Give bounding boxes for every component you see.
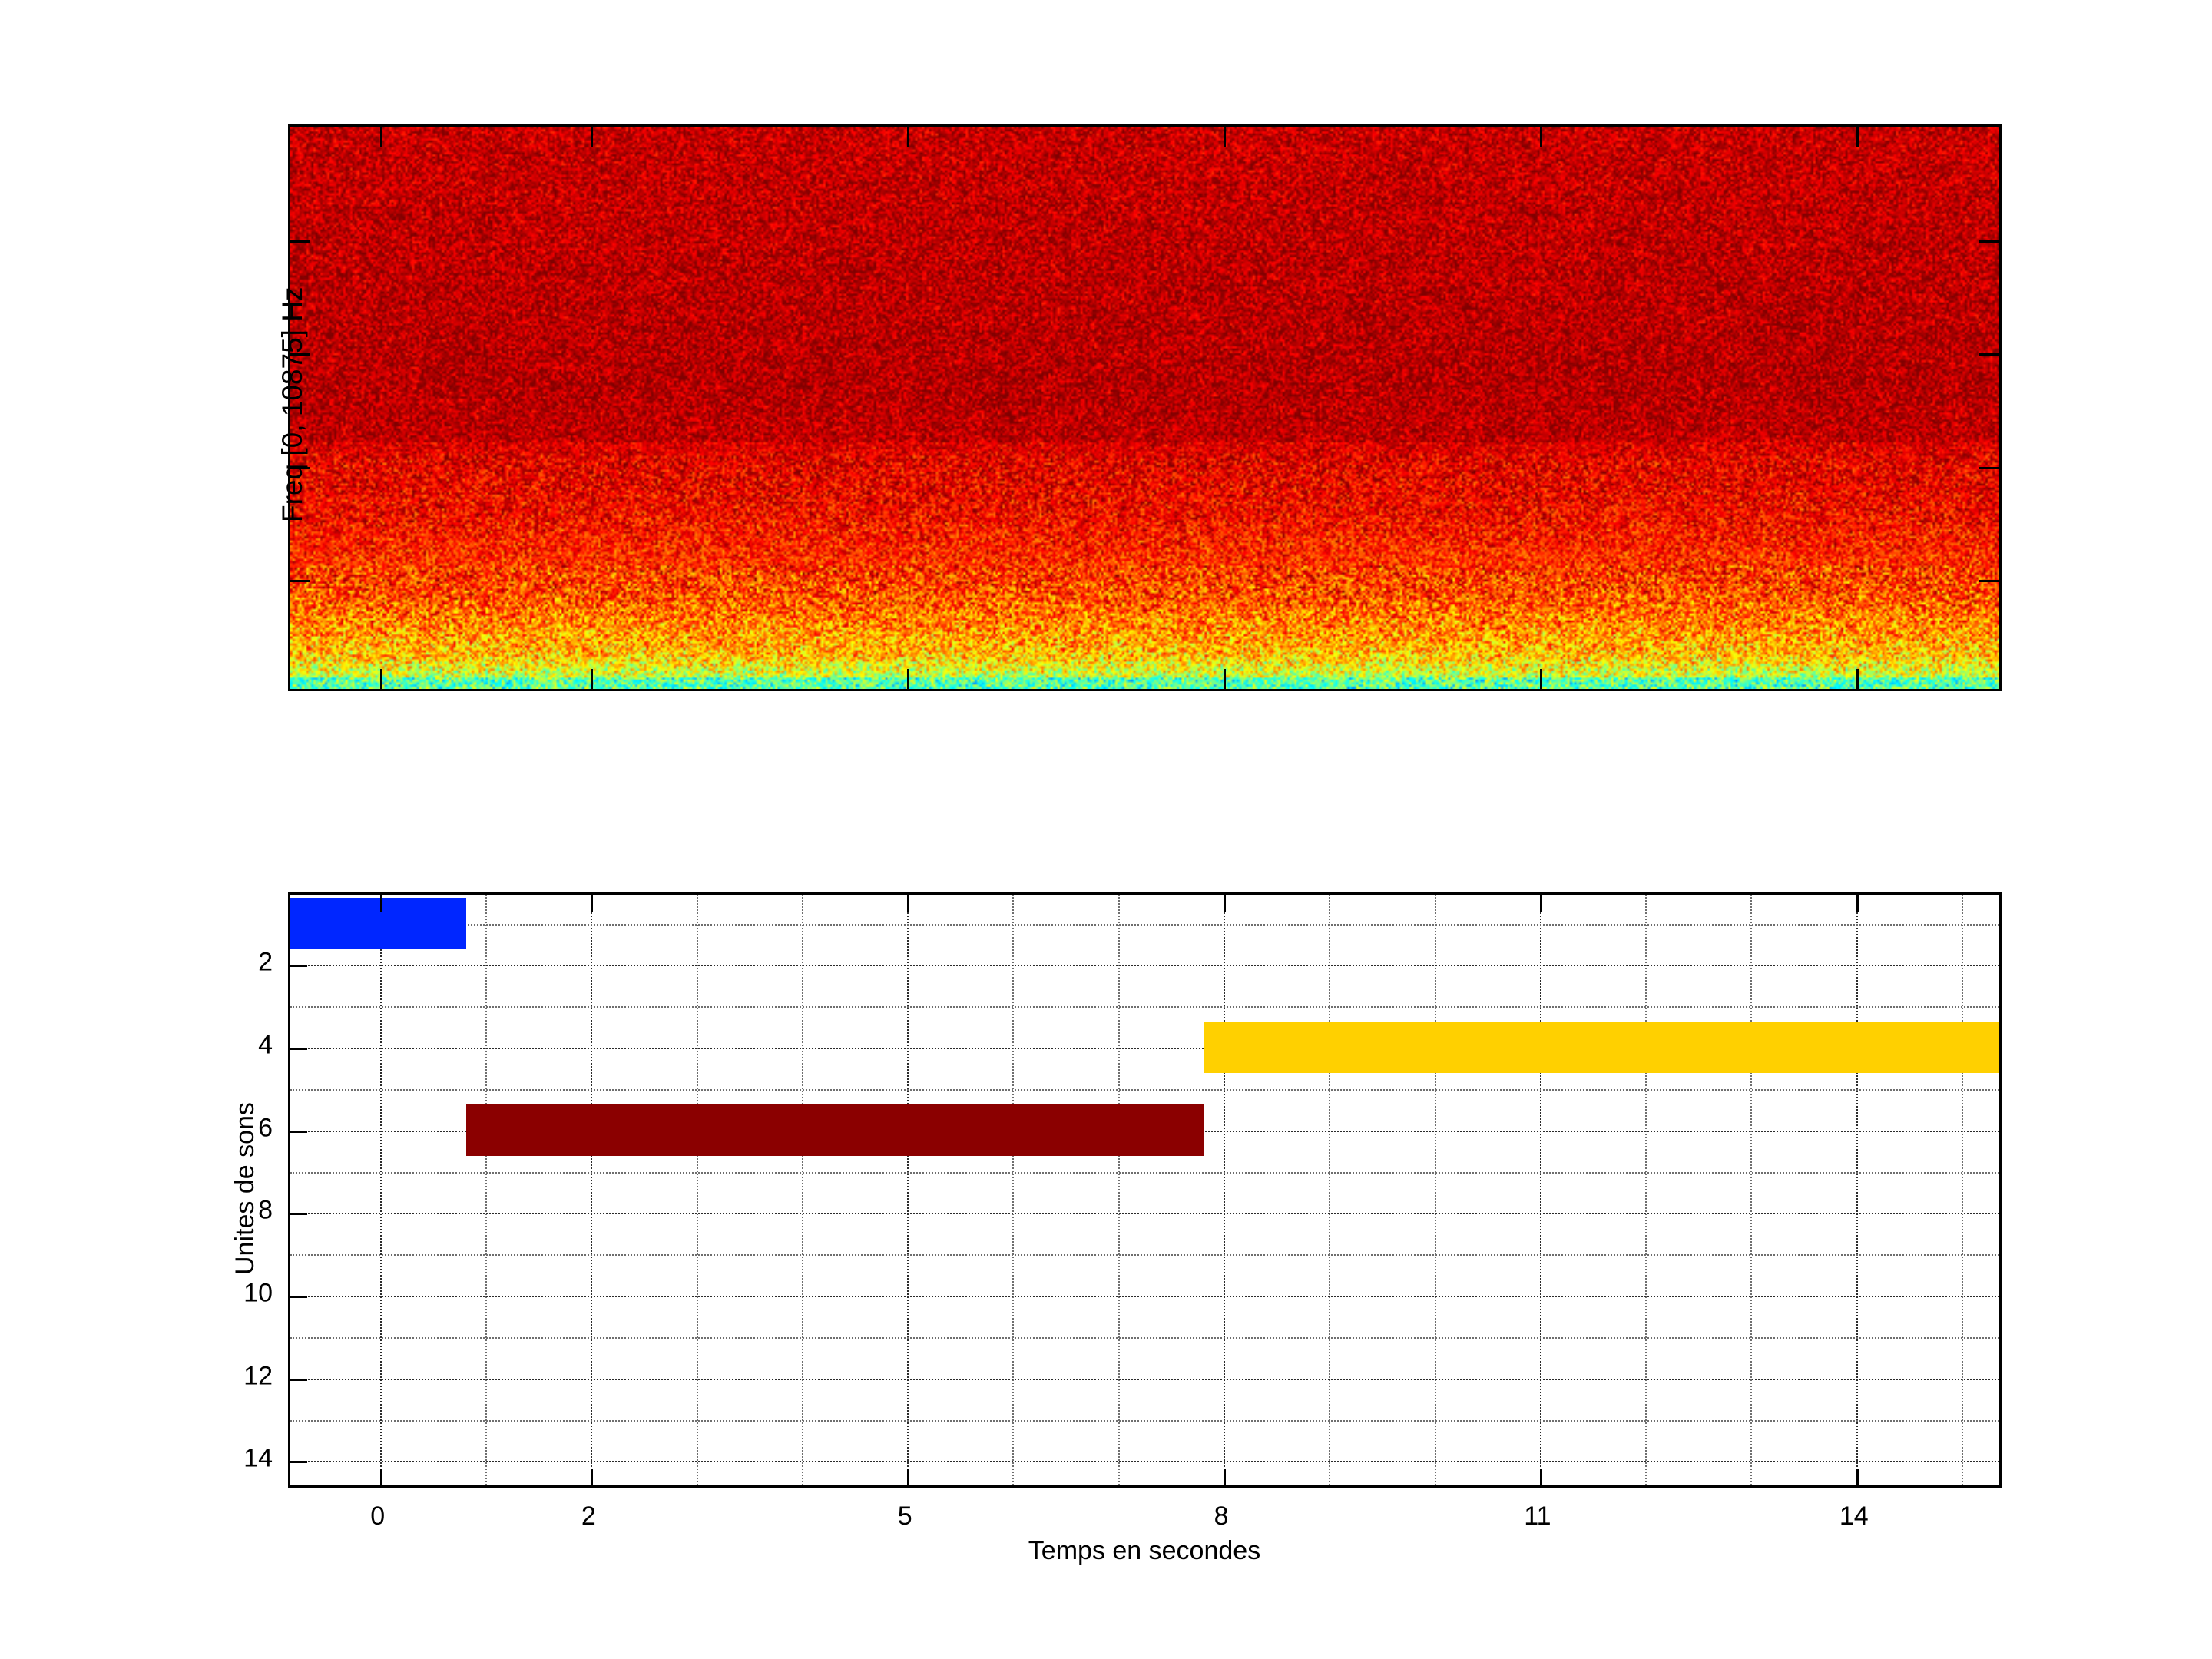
units-y-tick xyxy=(290,1130,307,1133)
spectrogram-x-tick xyxy=(379,669,382,689)
units-x-tick xyxy=(379,895,382,912)
gridline-horizontal xyxy=(290,1048,1999,1050)
units-x-tick-label: 2 xyxy=(581,1502,596,1531)
gridline-vertical-minor xyxy=(1434,895,1436,1485)
gridline-horizontal xyxy=(290,1213,1999,1215)
gridline-horizontal xyxy=(290,1088,1999,1091)
units-y-tick xyxy=(290,965,307,968)
spectrogram-y-tick xyxy=(1979,580,1999,583)
gridline-vertical xyxy=(379,895,382,1485)
units-y-tick-label: 4 xyxy=(258,1030,273,1060)
units-x-tick xyxy=(1856,1469,1859,1485)
gridline-vertical xyxy=(1224,895,1226,1485)
spectrogram-y-axis-label: Freq [0, 10875] Hz xyxy=(276,286,308,522)
units-y-tick-label: 14 xyxy=(243,1443,273,1473)
gridline-horizontal xyxy=(290,1336,1999,1339)
spectrogram-x-tick xyxy=(1856,127,1859,147)
units-y-tick xyxy=(290,1296,307,1299)
gridline-vertical-minor xyxy=(696,895,698,1485)
gridline-horizontal xyxy=(290,1006,1999,1008)
spectrogram-y-tick xyxy=(290,580,310,583)
units-x-tick xyxy=(1539,1469,1542,1485)
gridline-vertical-minor xyxy=(1750,895,1753,1485)
units-y-tick xyxy=(290,1378,307,1381)
gridline-vertical-minor xyxy=(1645,895,1647,1485)
yellow-segment xyxy=(1204,1022,1999,1074)
darkred-segment xyxy=(466,1104,1205,1157)
spectrogram-y-tick xyxy=(290,240,310,243)
units-x-tick xyxy=(1224,1469,1227,1485)
gridline-vertical xyxy=(907,895,909,1485)
units-x-tick xyxy=(1224,895,1227,912)
units-y-tick-label: 8 xyxy=(258,1195,273,1225)
spectrogram-x-tick xyxy=(591,127,594,147)
units-y-tick-label: 10 xyxy=(243,1278,273,1308)
blue-segment xyxy=(290,898,467,950)
gridline-horizontal xyxy=(290,1254,1999,1257)
spectrogram-y-tick xyxy=(1979,240,1999,243)
gridline-vertical-minor xyxy=(801,895,803,1485)
gridline-vertical-minor xyxy=(1012,895,1015,1485)
spectrogram-x-tick xyxy=(907,669,910,689)
spectrogram-plot-area xyxy=(288,124,2002,691)
units-x-tick xyxy=(379,1469,382,1485)
spectrogram-y-tick xyxy=(290,353,310,356)
spectrogram-y-tick xyxy=(1979,353,1999,356)
units-y-tick xyxy=(290,1461,307,1464)
spectrogram-y-tick xyxy=(290,466,310,469)
units-x-tick-label: 8 xyxy=(1214,1502,1229,1531)
units-x-tick xyxy=(907,895,910,912)
gridline-horizontal xyxy=(290,923,1999,926)
spectrogram-x-tick xyxy=(379,127,382,147)
units-x-tick-label: 11 xyxy=(1524,1502,1551,1531)
spectrogram-x-tick xyxy=(1539,127,1542,147)
units-gridlines xyxy=(290,895,1999,1485)
spectrogram-x-tick xyxy=(1224,127,1227,147)
spectrogram-y-tick xyxy=(1979,466,1999,469)
units-x-tick xyxy=(907,1469,910,1485)
units-y-tick-label: 2 xyxy=(258,947,273,977)
gridline-horizontal xyxy=(290,1419,1999,1422)
units-x-tick xyxy=(591,895,594,912)
gridline-horizontal xyxy=(290,1296,1999,1298)
spectrogram-x-tick xyxy=(907,127,910,147)
spectrogram-x-tick xyxy=(591,669,594,689)
units-x-tick xyxy=(1539,895,1542,912)
gridline-vertical-minor xyxy=(1329,895,1331,1485)
gridline-vertical xyxy=(1856,895,1858,1485)
gridline-horizontal xyxy=(290,965,1999,967)
gridline-vertical-minor xyxy=(1118,895,1120,1485)
gridline-vertical-minor xyxy=(485,895,487,1485)
units-x-tick xyxy=(591,1469,594,1485)
units-x-tick-label: 5 xyxy=(897,1502,912,1531)
units-y-tick-label: 6 xyxy=(258,1113,273,1143)
gridline-horizontal xyxy=(290,1378,1999,1380)
units-x-tick-label: 0 xyxy=(370,1502,386,1531)
gridline-vertical xyxy=(591,895,593,1485)
sound-units-plot-area xyxy=(288,892,2002,1488)
gridline-horizontal xyxy=(290,1461,1999,1463)
units-y-tick xyxy=(290,1048,307,1051)
units-x-tick-label: 14 xyxy=(1839,1502,1869,1531)
units-x-axis-label: Temps en secondes xyxy=(1028,1536,1261,1565)
spectrogram-heatmap xyxy=(290,127,1999,689)
spectrogram-x-tick xyxy=(1224,669,1227,689)
gridline-horizontal xyxy=(290,1171,1999,1174)
units-y-tick xyxy=(290,1213,307,1216)
gridline-vertical-minor xyxy=(1962,895,1964,1485)
gridline-vertical xyxy=(1539,895,1541,1485)
spectrogram-x-tick xyxy=(1856,669,1859,689)
spectrogram-x-tick xyxy=(1539,669,1542,689)
units-y-tick-label: 12 xyxy=(243,1361,273,1391)
units-x-tick xyxy=(1856,895,1859,912)
